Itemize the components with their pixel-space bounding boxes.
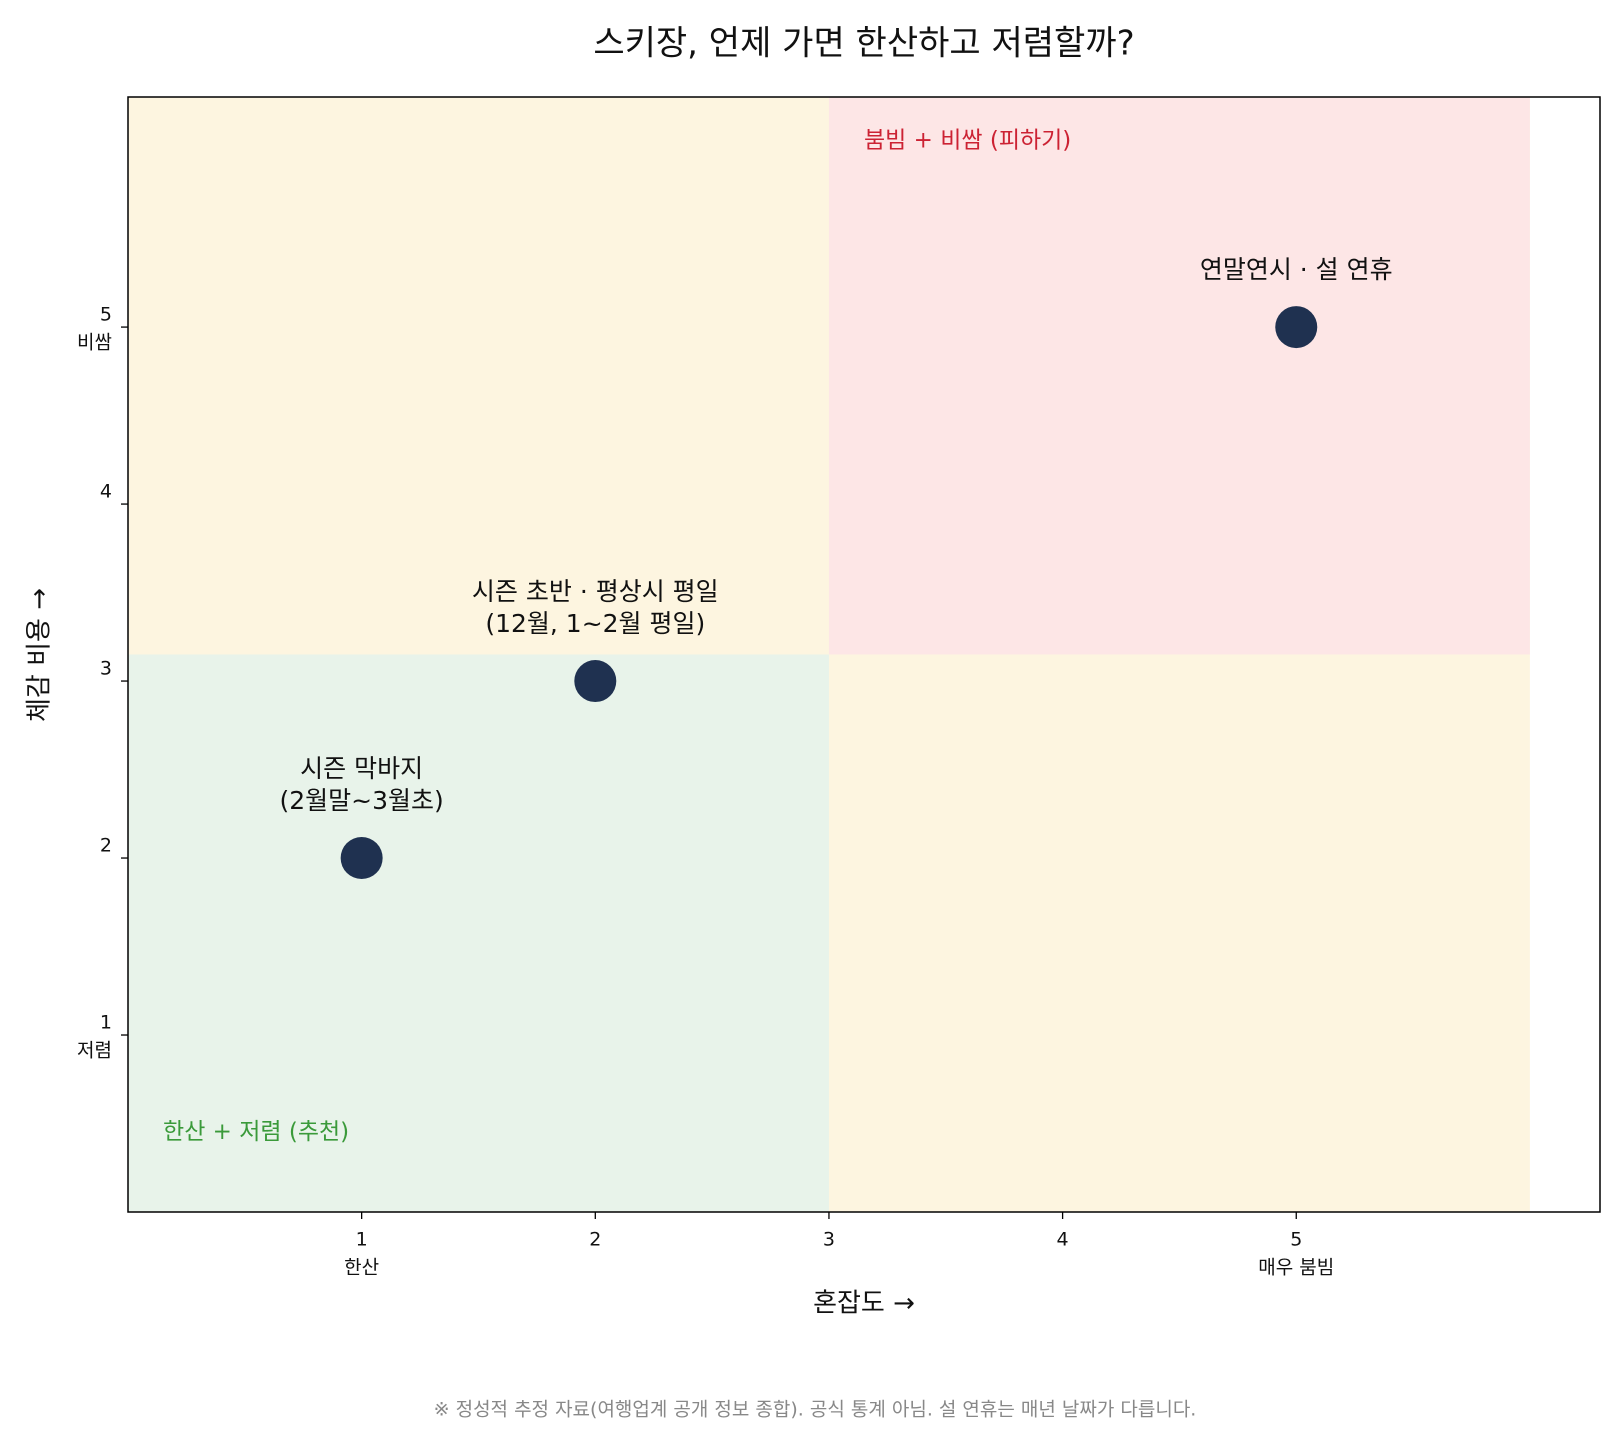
x-tick-label: 2 <box>589 1229 601 1251</box>
point <box>574 660 617 703</box>
y-tick-label: 2 <box>100 835 112 857</box>
chart-title: 스키장, 언제 가면 한산하고 저렴할까? <box>593 24 1134 64</box>
point-label: (2월말~3월초) <box>280 786 444 815</box>
point-label: 연말연시 · 설 연휴 <box>1200 255 1393 284</box>
y-tick-note: 비쌈 <box>77 332 112 354</box>
x-tick-label: 4 <box>1057 1229 1069 1251</box>
plot-frame <box>127 96 1601 1213</box>
x-axis-label: 혼잡도 → <box>813 1289 915 1319</box>
point <box>340 837 383 880</box>
x-tick-note: 매우 붐빔 <box>1258 1257 1334 1279</box>
x-tick-label: 5 <box>1290 1229 1302 1251</box>
y-tick-label: 1 <box>100 1012 112 1034</box>
quadrant-label: 한산 + 저렴 (추천) <box>163 1119 349 1145</box>
x-tick-label: 3 <box>823 1229 835 1251</box>
y-tick-label: 5 <box>100 304 112 326</box>
x-tick-note: 한산 <box>344 1257 379 1279</box>
y-axis-label: 체감 비용 → <box>25 588 55 722</box>
y-tick-note: 저렴 <box>77 1040 112 1062</box>
y-tick-label: 3 <box>100 658 112 680</box>
x-tick-label: 1 <box>356 1229 368 1251</box>
point <box>1275 306 1318 349</box>
quadrant <box>828 97 1530 655</box>
point-label: 시즌 막바지 <box>300 754 423 783</box>
quadrant <box>128 654 829 1212</box>
quadrant-label: 붐빔 + 비쌈 (피하기) <box>864 128 1071 154</box>
footnote: ※ 정성적 추정 자료(여행업계 공개 정보 종합). 공식 통계 아님. 설 … <box>434 1399 1197 1421</box>
point-label: (12월, 1~2월 평일) <box>485 609 705 638</box>
y-tick-label: 4 <box>100 481 112 503</box>
point-label: 시즌 초반 · 평상시 평일 <box>472 577 719 606</box>
